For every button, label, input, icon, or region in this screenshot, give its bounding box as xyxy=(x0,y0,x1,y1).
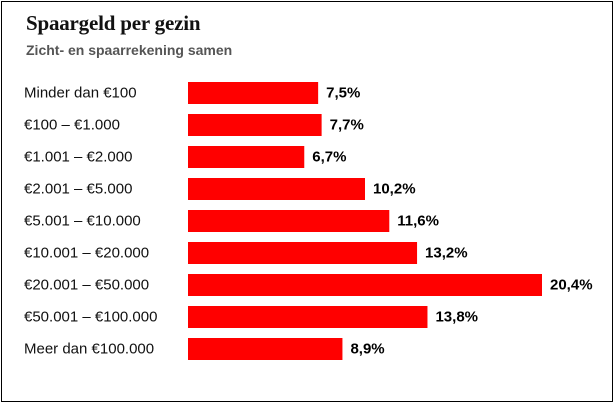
value-label: 10,2% xyxy=(373,181,416,198)
chart-title: Spaargeld per gezin xyxy=(26,11,201,35)
value-label: 6,7% xyxy=(312,149,346,166)
category-label: €50.001 – €100.000 xyxy=(24,309,157,326)
category-label: €1.001 – €2.000 xyxy=(24,149,132,166)
value-label: 7,7% xyxy=(330,117,364,134)
bar xyxy=(188,338,343,360)
value-label: 20,4% xyxy=(550,277,593,294)
bar xyxy=(188,242,418,264)
value-label: 7,5% xyxy=(326,85,360,102)
category-label: €20.001 – €50.000 xyxy=(24,277,149,294)
category-label: €10.001 – €20.000 xyxy=(24,245,149,262)
category-label: €2.001 – €5.000 xyxy=(24,181,132,198)
bar xyxy=(188,210,390,232)
category-label: €100 – €1.000 xyxy=(24,117,120,134)
bar xyxy=(188,146,305,168)
value-label: 11,6% xyxy=(397,213,439,230)
category-label: Minder dan €100 xyxy=(24,85,137,102)
bar xyxy=(188,306,428,328)
bar xyxy=(188,114,322,136)
bar xyxy=(188,82,319,104)
bar xyxy=(188,274,542,296)
category-label: Meer dan €100.000 xyxy=(24,341,154,358)
chart-subtitle: Zicht- en spaarrekening samen xyxy=(26,42,233,58)
category-label: €5.001 – €10.000 xyxy=(24,213,141,230)
bar xyxy=(188,178,365,200)
value-label: 13,2% xyxy=(425,245,468,262)
value-label: 13,8% xyxy=(435,309,478,326)
value-label: 8,9% xyxy=(350,341,384,358)
